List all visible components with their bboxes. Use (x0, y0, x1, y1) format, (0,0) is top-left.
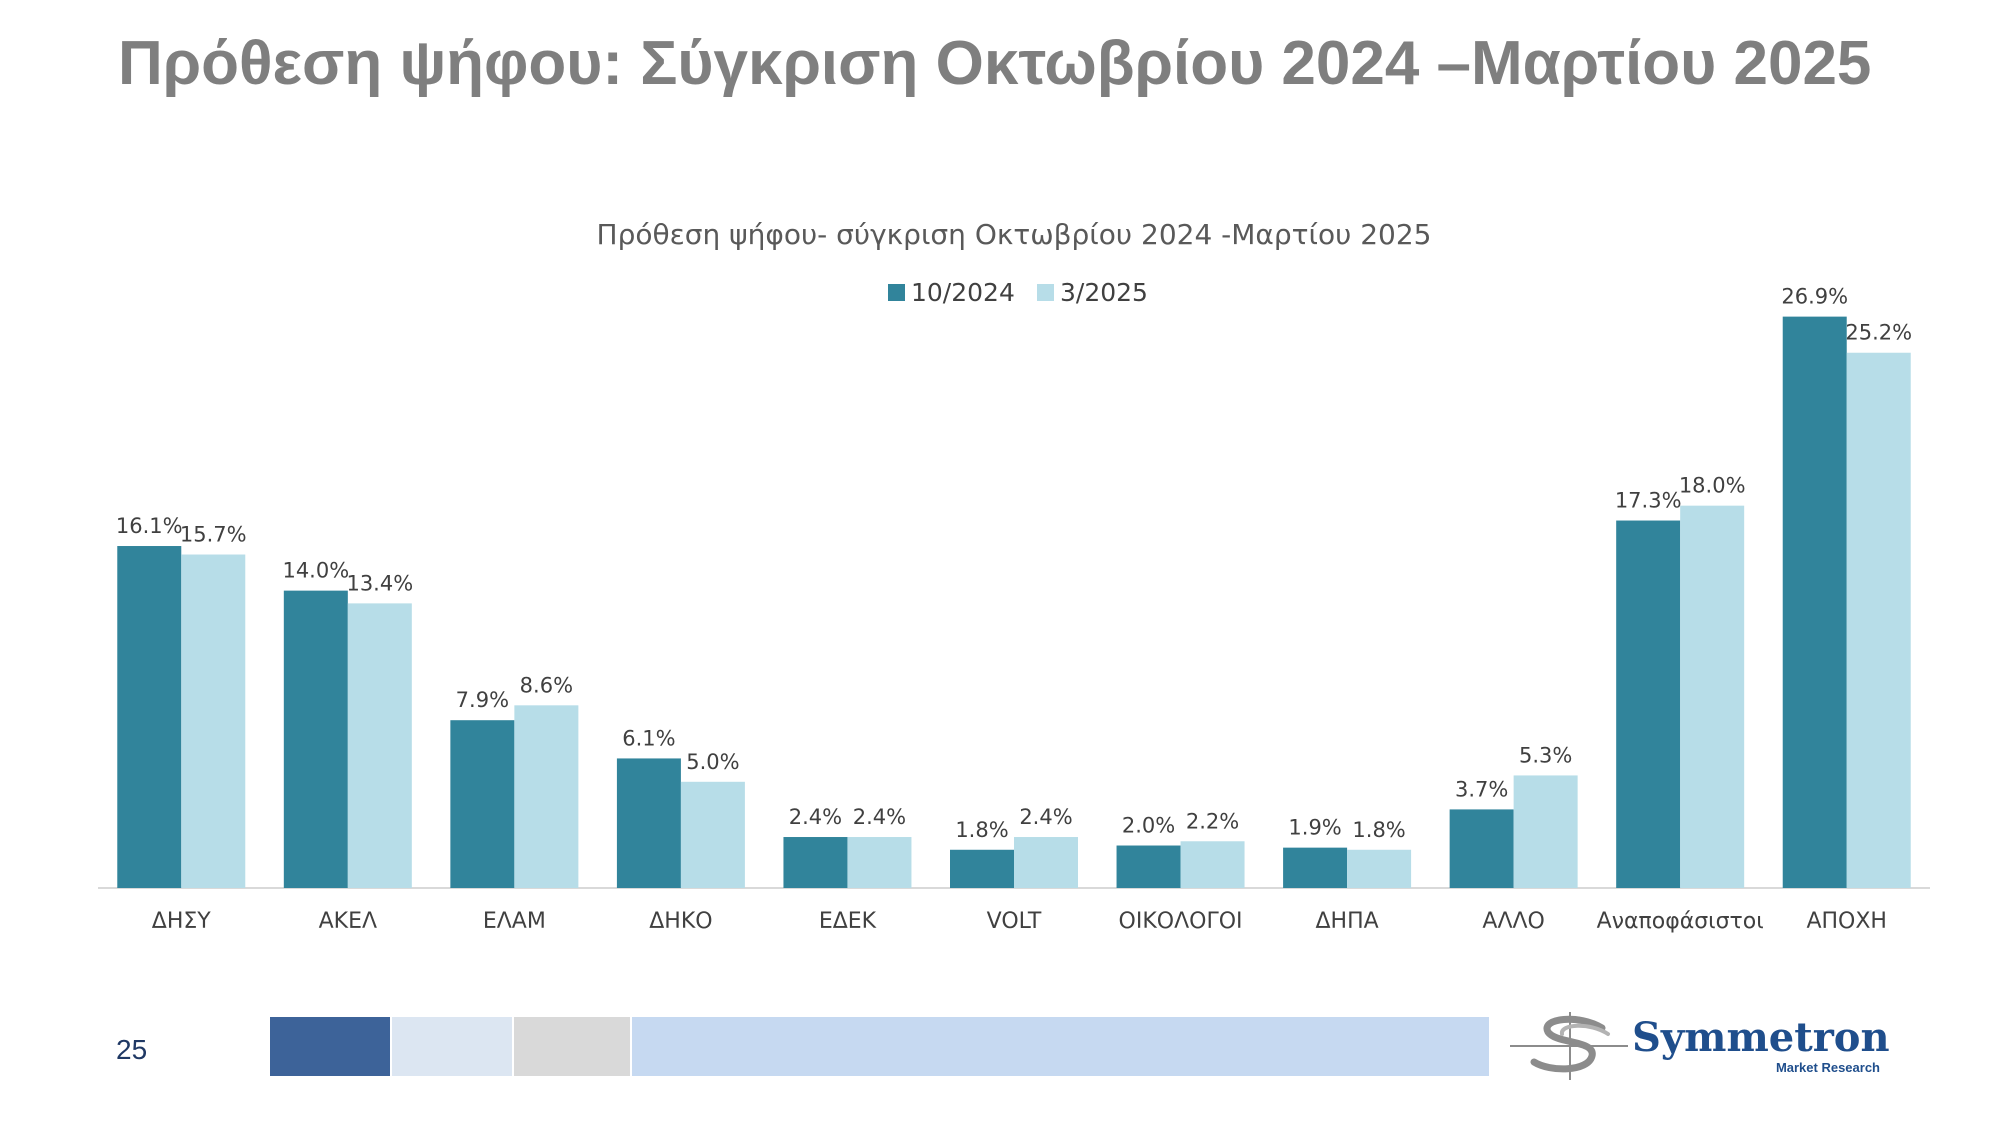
data-labels-group: 16.1%15.7% 14.0%13.4% 7.9% 8.6% 6.1% 5.0% 2.4%… (116, 285, 1912, 842)
data-label-mar2025-1: 13.4% (346, 571, 413, 595)
bars-group (117, 316, 1911, 888)
bar-oct2024-7 (1283, 847, 1348, 888)
data-label-mar2025-7: 1.8% (1352, 818, 1405, 842)
logo-name: Symmetron (1632, 1014, 1890, 1061)
data-label-oct2024-0: 16.1% (116, 514, 183, 538)
chart-title: Πρόθεση ψήφου- σύγκριση Οκτωβρίου 2024 -… (597, 218, 1432, 251)
logo-subtitle: Market Research (1775, 1060, 1880, 1075)
bar-oct2024-5 (950, 849, 1014, 888)
data-label-oct2024-6: 2.0% (1122, 814, 1175, 838)
page-number: 25 (116, 1034, 148, 1065)
page-title: Πρόθεση ψήφου: Σύγκριση Οκτωβρίου 2024 –… (118, 29, 1872, 98)
bar-chart: Πρόθεση ψήφου- σύγκριση Οκτωβρίου 2024 -… (98, 218, 1930, 934)
x-tick-label-5: VOLT (987, 909, 1042, 934)
x-tick-label-1: ΑΚΕΛ (319, 909, 377, 934)
x-tick-label-9: Αναποφάσιστοι (1597, 909, 1764, 934)
legend-swatch-0 (888, 284, 905, 301)
bar-mar2025-9 (1680, 505, 1745, 888)
logo-swirl-icon (1510, 1012, 1628, 1080)
bar-mar2025-8 (1513, 775, 1578, 888)
data-label-oct2024-5: 1.8% (955, 818, 1008, 842)
bar-mar2025-6 (1180, 841, 1245, 888)
bar-mar2025-5 (1014, 837, 1078, 888)
chart-legend: 10/2024 3/2025 (888, 278, 1148, 307)
x-tick-labels: ΔΗΣΥ ΑΚΕΛ ΕΛΑΜ ΔΗΚΟ ΕΔΕΚ VOLT ΟΙΚΟΛΟΓΟΙ ΔΗΠΑ ΑΛΛ… (152, 909, 1887, 934)
x-tick-label-3: ΔΗΚΟ (649, 909, 712, 934)
data-label-oct2024-2: 7.9% (456, 688, 509, 712)
data-label-mar2025-5: 2.4% (1019, 805, 1072, 829)
bar-oct2024-4 (783, 837, 848, 888)
footer-strip-segment-3 (632, 1017, 1489, 1076)
legend-label-1: 3/2025 (1060, 278, 1148, 307)
x-tick-label-7: ΔΗΠΑ (1315, 909, 1378, 934)
bar-oct2024-6 (1116, 845, 1181, 888)
bar-oct2024-10 (1782, 316, 1847, 888)
bar-oct2024-2 (450, 720, 515, 888)
bar-mar2025-7 (1347, 849, 1412, 888)
symmetron-logo: Symmetron Market Research (1510, 1010, 1890, 1082)
data-label-mar2025-3: 5.0% (686, 750, 739, 774)
x-tick-label-2: ΕΛΑΜ (483, 909, 546, 934)
data-label-mar2025-2: 8.6% (520, 673, 573, 697)
bar-mar2025-1 (347, 603, 412, 888)
data-label-mar2025-0: 15.7% (180, 523, 247, 547)
data-label-oct2024-9: 17.3% (1615, 489, 1682, 513)
data-label-oct2024-8: 3.7% (1455, 777, 1508, 801)
bar-oct2024-8 (1449, 809, 1514, 888)
legend-swatch-1 (1037, 284, 1054, 301)
data-label-mar2025-10: 25.2% (1845, 321, 1912, 345)
bar-mar2025-4 (847, 837, 912, 888)
bar-mar2025-0 (181, 554, 246, 888)
bar-mar2025-2 (514, 705, 579, 888)
footer-strip-segment-1 (392, 1017, 512, 1076)
data-label-mar2025-6: 2.2% (1186, 809, 1239, 833)
x-tick-label-0: ΔΗΣΥ (152, 909, 211, 934)
x-tick-label-6: ΟΙΚΟΛΟΓΟΙ (1119, 909, 1243, 934)
bar-mar2025-3 (680, 781, 745, 888)
footer-strip-segment-0 (270, 1017, 390, 1076)
x-tick-label-4: ΕΔΕΚ (819, 909, 877, 934)
bar-oct2024-1 (283, 590, 348, 888)
data-label-oct2024-7: 1.9% (1288, 816, 1341, 840)
data-label-oct2024-1: 14.0% (282, 559, 349, 583)
footer-strip-segment-2 (514, 1017, 630, 1076)
bar-oct2024-3 (616, 758, 681, 888)
bar-oct2024-0 (117, 546, 182, 888)
x-tick-label-8: ΑΛΛΟ (1482, 909, 1544, 934)
data-label-oct2024-4: 2.4% (789, 805, 842, 829)
data-label-oct2024-3: 6.1% (622, 726, 675, 750)
data-label-mar2025-9: 18.0% (1679, 474, 1746, 498)
bar-oct2024-9 (1616, 520, 1681, 888)
bar-mar2025-10 (1846, 352, 1911, 888)
x-tick-label-10: ΑΠΟΧΗ (1806, 909, 1887, 934)
legend-label-0: 10/2024 (911, 278, 1015, 307)
data-label-mar2025-8: 5.3% (1519, 743, 1572, 767)
data-label-mar2025-4: 2.4% (853, 805, 906, 829)
data-label-oct2024-10: 26.9% (1781, 285, 1848, 309)
